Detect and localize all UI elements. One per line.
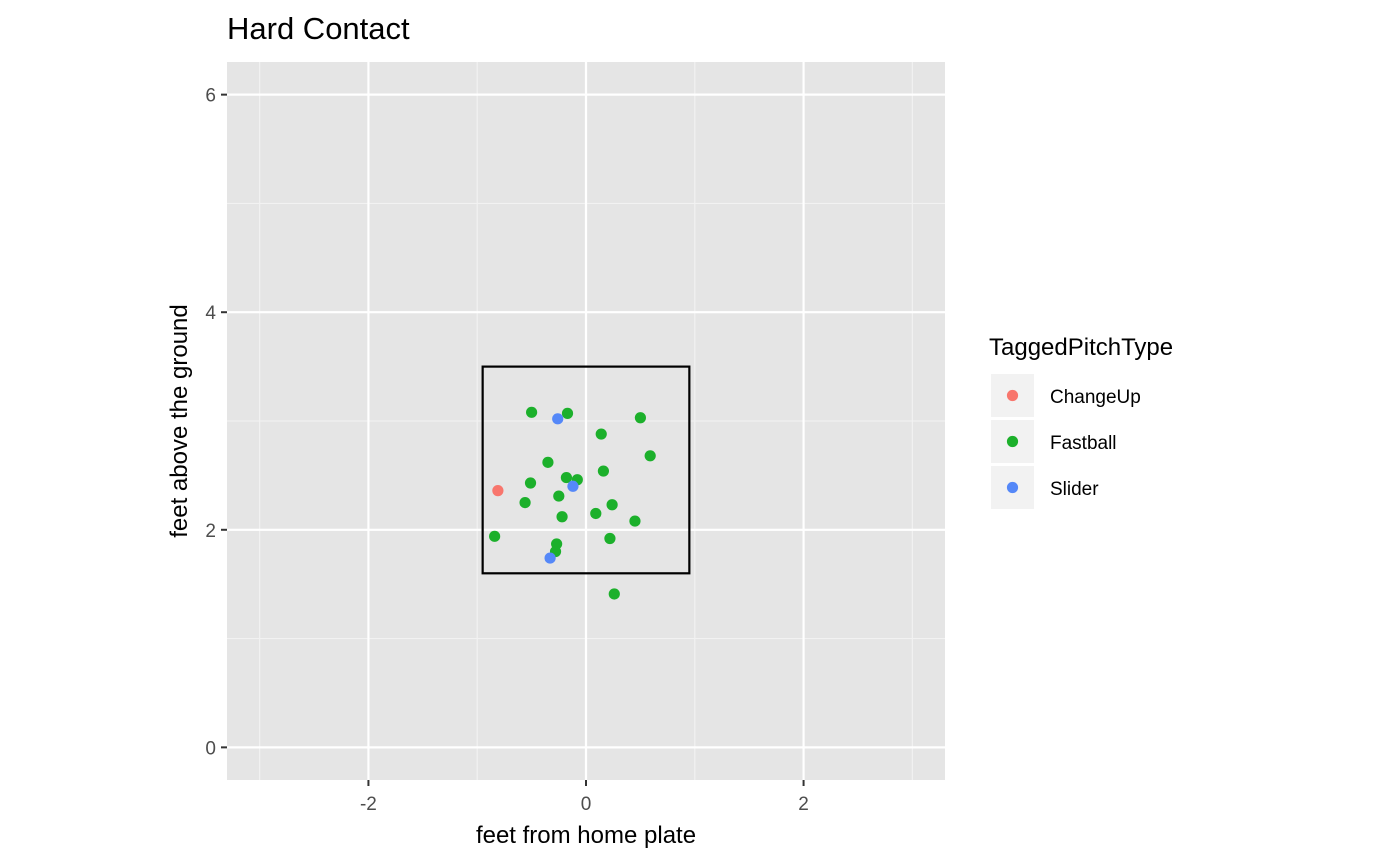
x-tick-label: -2 [360, 794, 377, 815]
x-tick-label: 0 [581, 794, 592, 815]
data-point-fastball [597, 465, 610, 477]
legend-marker-slider [1006, 481, 1019, 494]
data-point-fastball [595, 428, 607, 440]
y-tick-label: 6 [205, 86, 216, 107]
chart-title: Hard Contact [227, 11, 410, 46]
data-point-fastball [519, 496, 531, 509]
legend-marker-changeup [1006, 389, 1019, 402]
y-tick-label: 4 [205, 303, 216, 324]
data-point-fastball [634, 412, 646, 424]
x-axis-title: feet from home plate [476, 822, 696, 849]
y-axis-title: feet above the ground [166, 304, 193, 538]
data-point-fastball [524, 477, 537, 489]
data-point-slider [544, 552, 556, 564]
data-point-fastball [590, 507, 602, 520]
strike-zone [481, 365, 691, 575]
data-point-fastball [604, 532, 616, 545]
data-point-fastball [606, 499, 618, 511]
data-point-fastball [608, 588, 620, 600]
legend: TaggedPitchType ChangeUp Fastball Slider [989, 334, 1173, 509]
data-point-slider [567, 480, 579, 492]
legend-label-changeup: ChangeUp [1050, 387, 1141, 408]
data-point-slider [552, 413, 564, 425]
legend-label-slider: Slider [1050, 479, 1099, 500]
data-point-fastball [553, 490, 565, 502]
y-tick-label: 2 [205, 521, 216, 542]
data-point-fastball [560, 471, 573, 484]
legend-title: TaggedPitchType [989, 334, 1173, 361]
x-tick-label: 2 [798, 794, 809, 815]
data-point-fastball [526, 406, 538, 418]
data-point-fastball [542, 456, 554, 468]
data-point-fastball [556, 511, 568, 523]
major-gridlines [227, 62, 945, 780]
data-point-changeup [492, 485, 504, 497]
data-point-fastball [489, 530, 501, 542]
legend-label-fastball: Fastball [1050, 433, 1117, 454]
x-axis: -2 0 2 [360, 780, 809, 815]
y-tick-label: 0 [205, 738, 216, 759]
data-points [489, 406, 656, 600]
data-point-fastball [644, 450, 656, 462]
legend-marker-fastball [1006, 435, 1019, 448]
data-point-fastball [561, 407, 574, 419]
y-axis: 0 2 4 6 [205, 86, 227, 759]
data-point-fastball [629, 515, 641, 527]
